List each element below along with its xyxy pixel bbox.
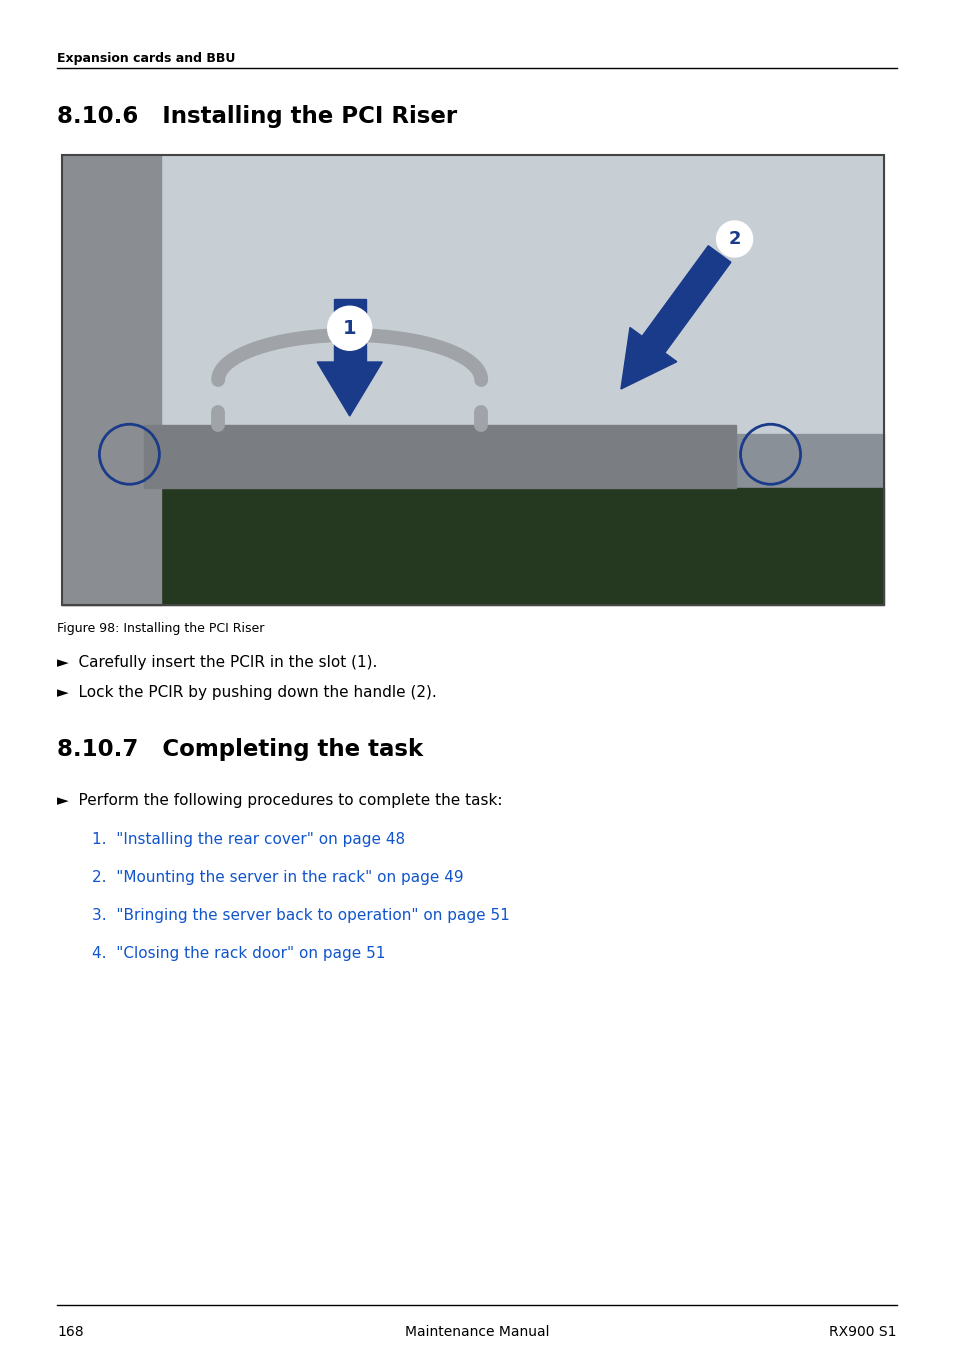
Text: 2: 2: [727, 229, 740, 248]
Text: 1: 1: [342, 318, 356, 337]
Text: ►  Perform the following procedures to complete the task:: ► Perform the following procedures to co…: [57, 793, 502, 808]
Bar: [62, 155, 883, 434]
Polygon shape: [316, 362, 382, 415]
Text: 4.  "Closing the rack door" on page 51: 4. "Closing the rack door" on page 51: [91, 946, 385, 960]
Text: ►  Carefully insert the PCIR in the slot (1).: ► Carefully insert the PCIR in the slot …: [57, 656, 377, 670]
Text: Maintenance Manual: Maintenance Manual: [404, 1325, 549, 1340]
Text: 8.10.6   Installing the PCI Riser: 8.10.6 Installing the PCI Riser: [57, 105, 456, 128]
Text: 8.10.7   Completing the task: 8.10.7 Completing the task: [57, 738, 423, 761]
Text: 168: 168: [57, 1325, 84, 1340]
Circle shape: [716, 221, 752, 258]
Text: RX900 S1: RX900 S1: [828, 1325, 896, 1340]
Circle shape: [328, 306, 372, 351]
Bar: [62, 434, 883, 488]
Polygon shape: [620, 328, 676, 389]
Polygon shape: [641, 246, 730, 353]
Bar: [62, 155, 883, 604]
Text: 1.  "Installing the rear cover" on page 48: 1. "Installing the rear cover" on page 4…: [91, 832, 405, 847]
Bar: [144, 425, 736, 488]
Text: Expansion cards and BBU: Expansion cards and BBU: [57, 53, 235, 65]
Text: Figure 98: Installing the PCI Riser: Figure 98: Installing the PCI Riser: [57, 622, 264, 635]
Bar: [62, 488, 883, 604]
Bar: [334, 299, 365, 362]
Text: 3.  "Bringing the server back to operation" on page 51: 3. "Bringing the server back to operatio…: [91, 908, 509, 923]
Bar: [62, 155, 160, 604]
Text: ►  Lock the PCIR by pushing down the handle (2).: ► Lock the PCIR by pushing down the hand…: [57, 685, 436, 700]
Text: 2.  "Mounting the server in the rack" on page 49: 2. "Mounting the server in the rack" on …: [91, 870, 463, 885]
